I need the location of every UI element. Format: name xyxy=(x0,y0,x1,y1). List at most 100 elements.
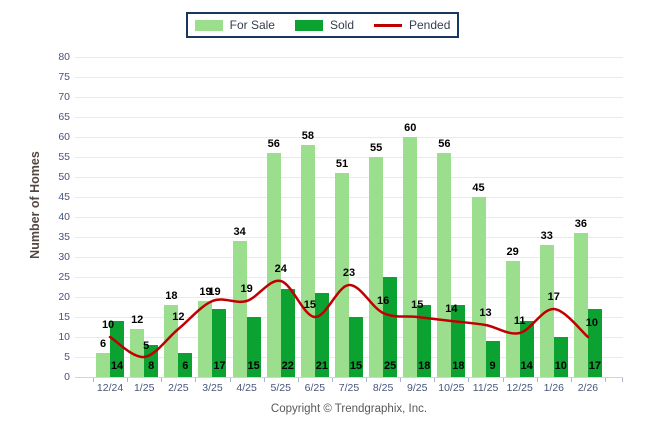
bar-sold xyxy=(280,289,295,377)
bar-for-sale xyxy=(505,261,520,377)
legend-item-for-sale: For Sale xyxy=(194,18,275,32)
sold-value-label: 18 xyxy=(452,360,465,372)
x-axis-tick xyxy=(605,378,606,382)
legend-label-for-sale: For Sale xyxy=(229,18,275,32)
bar-sold xyxy=(110,321,125,377)
grid-line xyxy=(75,237,623,238)
sold-swatch-icon xyxy=(294,19,323,31)
pended-value-label: 14 xyxy=(445,303,458,315)
x-axis-tick xyxy=(331,378,333,382)
pended-value-label: 23 xyxy=(342,267,356,279)
bar-sold xyxy=(212,309,227,377)
pended-value-label: 10 xyxy=(101,319,115,331)
bar-sold xyxy=(485,341,500,377)
pended-value-label: 17 xyxy=(547,291,560,303)
for-sale-value-label: 55 xyxy=(370,142,383,154)
x-axis-tick xyxy=(297,378,299,382)
x-axis-tick xyxy=(434,378,436,382)
pended-value-label: 5 xyxy=(143,340,150,352)
y-axis-tick-label: 75 xyxy=(58,71,70,83)
x-axis-category-label: 8/25 xyxy=(372,382,394,394)
for-sale-value-label: 33 xyxy=(540,230,553,242)
for-sale-value-label: 18 xyxy=(165,290,178,302)
for-sale-value-label: 29 xyxy=(506,246,519,258)
x-axis-tick xyxy=(195,378,197,382)
sold-value-label: 15 xyxy=(247,360,260,372)
x-axis-category-label: 7/25 xyxy=(338,382,360,394)
y-axis-tick-label: 15 xyxy=(58,311,70,323)
bar-sold xyxy=(349,317,363,377)
bar-for-sale xyxy=(369,157,384,377)
pended-line xyxy=(108,279,590,359)
pended-value-label: 19 xyxy=(208,286,221,298)
pended-value-label: 16 xyxy=(377,295,390,307)
x-axis-tick xyxy=(229,378,231,382)
y-axis-tick-label: 10 xyxy=(58,331,70,343)
y-axis-tick-label: 45 xyxy=(58,191,70,203)
bar-sold xyxy=(553,337,568,377)
grid-line xyxy=(75,277,623,278)
bar-for-sale xyxy=(130,329,145,377)
pended-value-label: 10 xyxy=(585,317,599,329)
grid-line xyxy=(75,217,623,218)
legend-label-sold: Sold xyxy=(329,18,354,32)
pended-value-label: 15 xyxy=(411,299,424,311)
sold-value-label: 21 xyxy=(315,360,328,372)
sold-value-label: 6 xyxy=(182,360,189,372)
bar-for-sale xyxy=(471,197,486,377)
grid-line xyxy=(75,157,623,158)
sold-value-label: 17 xyxy=(588,360,602,372)
legend-item-sold: Sold xyxy=(294,18,354,32)
x-axis-category-label: 9/25 xyxy=(407,382,428,394)
sold-value-label: 25 xyxy=(384,360,397,372)
grid-line xyxy=(75,97,623,98)
pended-value-label: 12 xyxy=(172,311,185,323)
y-axis-tick-label: 35 xyxy=(58,231,70,243)
x-axis-category-label: 1/26 xyxy=(543,382,565,394)
for-sale-value-label: 51 xyxy=(335,158,349,170)
pended-line-swatch-icon xyxy=(374,23,402,27)
pended-value-label: 15 xyxy=(303,299,316,311)
grid-line xyxy=(75,297,623,298)
copyright-text: Copyright © Trendgraphix, Inc. xyxy=(270,403,428,415)
bar-for-sale xyxy=(266,153,281,377)
x-axis-tick xyxy=(622,378,623,382)
bar-for-sale xyxy=(164,305,179,377)
grid-line xyxy=(75,57,623,58)
bar-sold xyxy=(314,293,329,377)
grid-line xyxy=(75,257,623,258)
pended-value-label: 19 xyxy=(240,283,253,295)
x-axis-category-label: 2/26 xyxy=(577,382,599,394)
for-sale-swatch-icon xyxy=(194,19,223,31)
y-axis-tick-label: 30 xyxy=(58,251,70,263)
x-axis-tick xyxy=(502,378,504,382)
x-axis-category-label: 10/25 xyxy=(438,382,465,394)
y-axis-tick-label: 80 xyxy=(58,51,70,63)
x-axis-tick xyxy=(127,378,129,382)
for-sale-value-label: 58 xyxy=(301,130,314,142)
grid-line xyxy=(75,197,623,198)
bar-for-sale xyxy=(335,173,349,377)
bar-sold xyxy=(178,353,193,377)
x-axis-tick xyxy=(570,378,572,382)
bar-sold xyxy=(383,277,398,377)
pended-value-label: 24 xyxy=(274,263,287,275)
y-axis-tick-label: 20 xyxy=(58,291,70,303)
x-axis-tick xyxy=(400,378,402,382)
y-axis-tick-label: 25 xyxy=(58,271,70,283)
grid-line xyxy=(75,77,623,78)
x-axis-tick xyxy=(93,378,94,382)
for-sale-value-label: 45 xyxy=(472,182,485,194)
legend: For Sale Sold Pended xyxy=(186,12,459,38)
for-sale-value-label: 60 xyxy=(404,122,417,134)
x-axis-tick xyxy=(263,378,265,382)
bar-sold xyxy=(246,317,261,377)
x-axis-category-label: 2/25 xyxy=(168,382,189,394)
bar-sold xyxy=(417,305,432,377)
sold-value-label: 8 xyxy=(148,360,155,372)
x-axis-category-label: 1/25 xyxy=(133,382,155,394)
y-axis-tick-label: 65 xyxy=(58,111,70,123)
bar-for-sale xyxy=(198,301,213,377)
for-sale-value-label: 19 xyxy=(199,286,212,298)
